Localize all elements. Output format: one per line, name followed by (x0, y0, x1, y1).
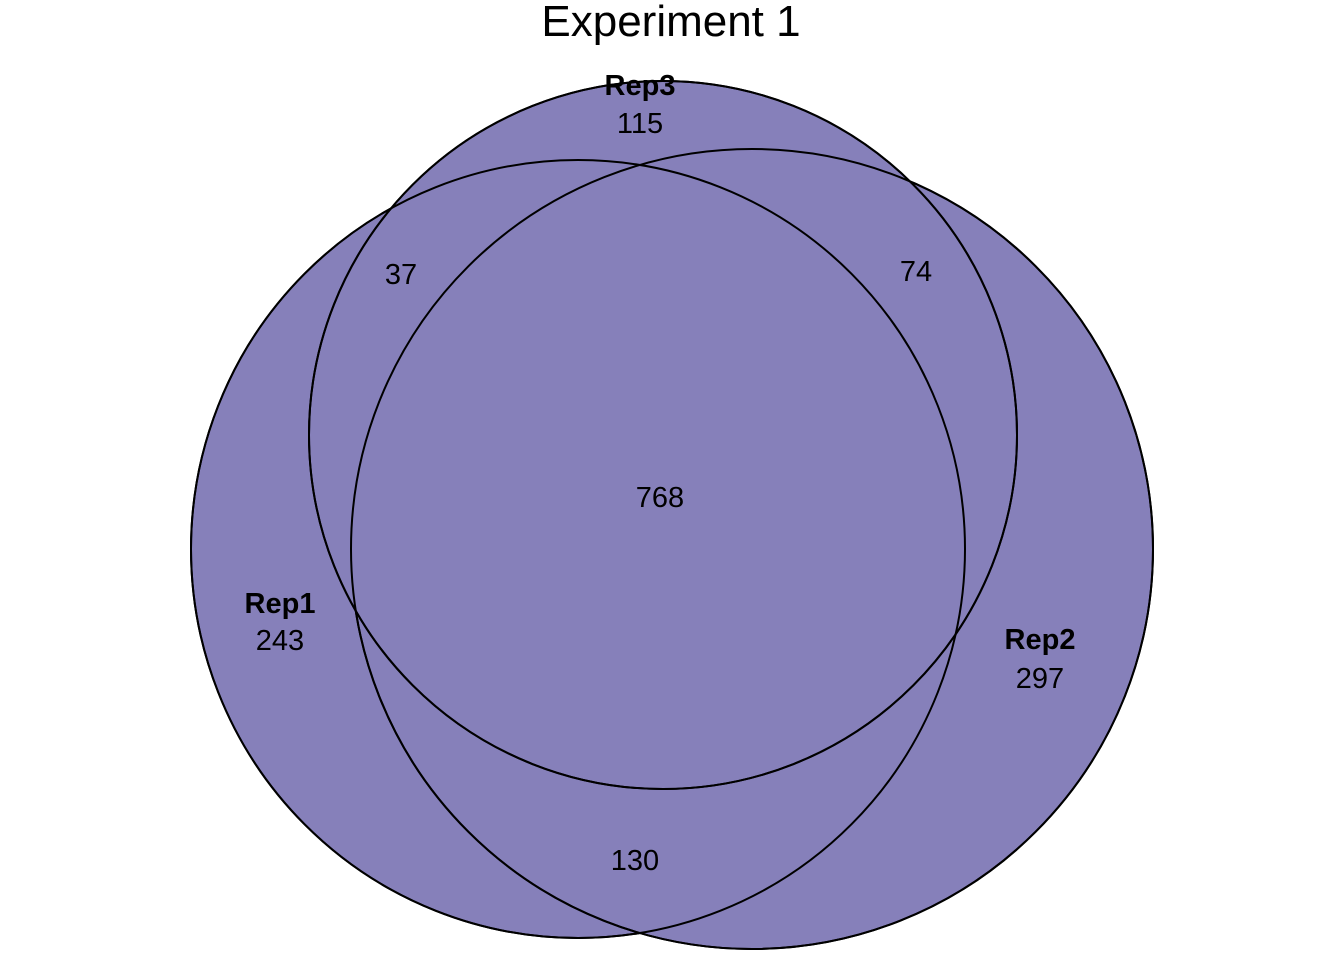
rep2-label: Rep2 (1005, 624, 1076, 656)
rep3-label: Rep3 (605, 70, 676, 102)
rep1-only-count: 243 (256, 625, 304, 657)
rep1-rep2-count: 130 (611, 845, 659, 877)
rep2-rep3-count: 74 (900, 256, 932, 288)
rep2-circle-outline (350, 148, 1154, 950)
rep1-rep3-count: 37 (385, 259, 417, 291)
rep3-only-count: 115 (617, 108, 663, 140)
rep1-label: Rep1 (245, 588, 316, 620)
rep3-circle-outline (308, 80, 1018, 790)
rep2-only-count: 297 (1016, 663, 1064, 695)
rep3-circle (308, 80, 1018, 790)
rep1-circle-outline (190, 159, 966, 939)
all-three-count: 768 (636, 482, 684, 514)
chart-title: Experiment 1 (541, 0, 800, 46)
